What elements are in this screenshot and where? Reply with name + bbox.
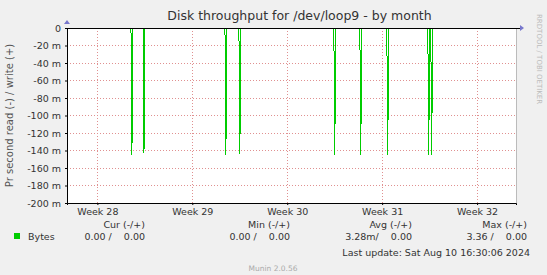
y-tick: -160 m	[27, 163, 67, 174]
background	[0, 0, 547, 275]
x-tick-label: Week 31	[362, 206, 403, 217]
y-tick-label: -100 m	[27, 110, 61, 121]
grid-line	[97, 28, 98, 203]
grid-line	[67, 185, 516, 186]
grid-line	[287, 28, 288, 203]
x-tick-label: Week 32	[457, 206, 498, 217]
grid-line	[67, 115, 516, 116]
y-tick-mark	[65, 133, 67, 134]
plot-frame	[67, 28, 516, 203]
axis-arrow	[64, 20, 70, 24]
y-tick-mark	[65, 203, 67, 204]
grid-line	[477, 28, 478, 203]
x-tick-label: Week 29	[172, 206, 213, 217]
x-tick-mark	[192, 203, 193, 205]
y-tick-label: -200 m	[27, 198, 61, 209]
summary-cell: 0.00 / 0.00	[84, 231, 145, 242]
y-tick-label: -140 m	[27, 145, 61, 156]
y-tick: -60 m	[33, 75, 67, 86]
y-axis: 0 -20 m -40 m -60 m -80 m -100 m -120 m -140 m -…	[27, 23, 67, 209]
x-tick-label: Week 28	[77, 206, 118, 217]
summary-cell: 3.28m/ 0.00	[345, 231, 412, 242]
x-tick-mark	[97, 203, 98, 205]
summary-cell: 0.00 / 0.00	[229, 231, 290, 242]
y-axis-line	[65, 29, 68, 204]
summary-cell: 3.36 / 0.00	[466, 231, 527, 242]
plot-area	[67, 28, 516, 155]
y-tick-label: 0	[55, 23, 61, 34]
y-tick: -140 m	[27, 145, 67, 156]
x-tick: Week 30	[267, 203, 308, 217]
y-tick: -120 m	[27, 128, 67, 139]
axis-arrow	[520, 25, 524, 31]
y-tick-mark	[65, 46, 67, 47]
x-tick: Week 32	[457, 203, 498, 217]
generator: Munin 2.0.56	[248, 264, 297, 273]
grid	[67, 28, 516, 203]
chart: Disk throughput for /dev/loop9 - by mont…	[0, 0, 547, 275]
y-tick-mark	[65, 63, 67, 64]
x-tick: Week 31	[362, 203, 403, 217]
y-tick: -80 m	[33, 93, 67, 104]
y-tick: 0	[55, 23, 67, 34]
summary-header: Min (-/+)	[248, 219, 290, 230]
y-tick-label: -120 m	[27, 128, 61, 139]
y-tick-mark	[65, 81, 67, 82]
y-tick: -40 m	[33, 58, 67, 69]
y-tick-label: -20 m	[33, 40, 61, 51]
y-tick: -200 m	[27, 198, 67, 209]
y-tick: -180 m	[27, 180, 67, 191]
data-line	[67, 28, 516, 155]
y-tick-mark	[65, 28, 67, 29]
summary-header: Cur (-/+)	[103, 219, 145, 230]
x-axis: Week 28 Week 29 Week 30 Week 31 Week 32	[68, 203, 517, 217]
grid-line	[192, 28, 193, 203]
watermark: RRDTOOL / TOBI OETIKER	[535, 14, 543, 104]
grid-line	[67, 45, 516, 46]
grid-line	[67, 168, 516, 169]
y-axis-title: Pr second read (-) / write (+)	[4, 44, 15, 187]
grid-line	[67, 80, 516, 81]
grid-line	[67, 150, 516, 151]
y-tick-label: -60 m	[33, 75, 61, 86]
y-tick-label: -80 m	[33, 93, 61, 104]
y-tick-mark	[65, 98, 67, 99]
x-tick-mark	[477, 203, 478, 205]
grid-line	[67, 133, 516, 134]
grid-line	[67, 63, 516, 64]
title: Disk throughput for /dev/loop9 - by mont…	[167, 8, 431, 23]
y-tick-mark	[65, 186, 67, 187]
x-tick-label: Week 30	[267, 206, 308, 217]
x-tick-mark	[287, 203, 288, 205]
x-tick-mark	[382, 203, 383, 205]
legend-label: Bytes	[28, 231, 55, 242]
plot-background	[67, 28, 516, 203]
grid-line	[67, 98, 516, 99]
y-tick: -100 m	[27, 110, 67, 121]
y-tick-mark	[65, 116, 67, 117]
y-tick-label: -180 m	[27, 180, 61, 191]
y-tick-mark	[65, 151, 67, 152]
last-update: Last update: Sat Aug 10 16:30:06 2024	[342, 247, 530, 258]
y-tick-mark	[65, 168, 67, 169]
zero-line	[67, 28, 520, 29]
y-tick: -20 m	[33, 40, 67, 51]
y-tick-label: -40 m	[33, 58, 61, 69]
y-tick-label: -160 m	[27, 163, 61, 174]
legend: Cur (-/+) Min (-/+) Avg (-/+) Max (-/+) Byte…	[14, 219, 527, 242]
legend-swatch	[14, 233, 20, 239]
grid-line	[382, 28, 383, 203]
summary-header: Avg (-/+)	[369, 219, 412, 230]
summary-header: Max (-/+)	[482, 219, 527, 230]
x-tick: Week 28	[77, 203, 118, 217]
x-tick: Week 29	[172, 203, 213, 217]
